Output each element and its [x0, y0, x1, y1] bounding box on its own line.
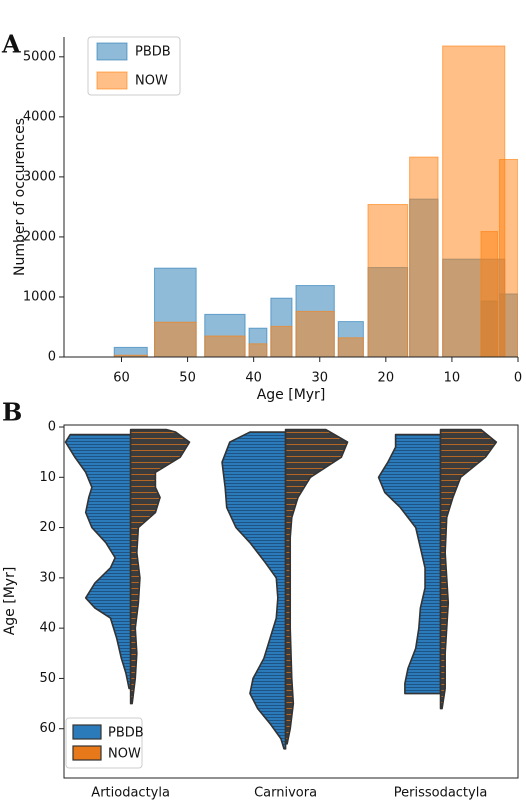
panel-label: B — [2, 398, 22, 427]
y-tick-label: 60 — [39, 721, 56, 736]
x-tick-label: 0 — [514, 371, 522, 386]
x-tick-label: 30 — [311, 371, 328, 386]
legend-swatch — [72, 724, 102, 740]
x-tick-label: 20 — [378, 371, 395, 386]
y-axis-label: Number of occurences — [12, 118, 28, 276]
x-tick-label: 60 — [113, 371, 130, 386]
x-tick-label: 50 — [179, 371, 196, 386]
y-tick-label: 10 — [39, 470, 56, 485]
bar — [248, 343, 268, 357]
legend-swatch — [96, 42, 128, 61]
legend-label: PBDB — [135, 45, 171, 60]
violin-half — [221, 431, 287, 750]
bars — [113, 45, 518, 357]
y-tick-label: 20 — [39, 520, 56, 535]
legend-swatch — [96, 71, 128, 90]
legend-label: PBDB — [108, 726, 144, 741]
y-tick-label: 1000 — [23, 289, 56, 304]
violin-half — [439, 428, 498, 710]
x-tick-label: Carnivora — [254, 786, 317, 801]
y-tick-label: 40 — [39, 621, 56, 636]
bar — [270, 325, 293, 357]
x-tick-label: Artiodactyla — [91, 786, 170, 801]
bar — [295, 310, 335, 357]
bar — [480, 231, 499, 357]
axes-frame — [63, 424, 519, 779]
y-tick-label: 4000 — [23, 109, 56, 124]
y-tick-label: 30 — [39, 570, 56, 585]
bar — [337, 337, 364, 357]
x-tick-label: 10 — [444, 371, 461, 386]
y-tick-label: 2000 — [23, 229, 56, 244]
bar — [204, 335, 246, 357]
panel-label: A — [1, 30, 21, 59]
x-tick-label: 40 — [245, 371, 262, 386]
y-axis-label: Age [Myr] — [2, 567, 18, 636]
y-tick-label: 50 — [39, 671, 56, 686]
y-tick-label: 0 — [48, 350, 56, 365]
legend-swatch — [72, 745, 102, 761]
x-axis-label: Age [Myr] — [257, 387, 326, 403]
x-tick-label: Perissodactyla — [394, 786, 488, 801]
violin-half — [64, 433, 132, 690]
bar — [409, 156, 439, 357]
y-tick-label: 5000 — [23, 49, 56, 64]
y-tick-label: 0 — [48, 420, 56, 435]
violin-half — [284, 428, 349, 745]
bar — [367, 204, 409, 357]
legend-label: NOW — [108, 747, 141, 762]
bar — [113, 354, 148, 357]
y-tick-label: 3000 — [23, 169, 56, 184]
legend-label: NOW — [135, 74, 168, 89]
bar — [154, 321, 197, 357]
bar — [498, 158, 518, 357]
violin-half — [377, 433, 442, 695]
violin-half — [129, 428, 191, 705]
